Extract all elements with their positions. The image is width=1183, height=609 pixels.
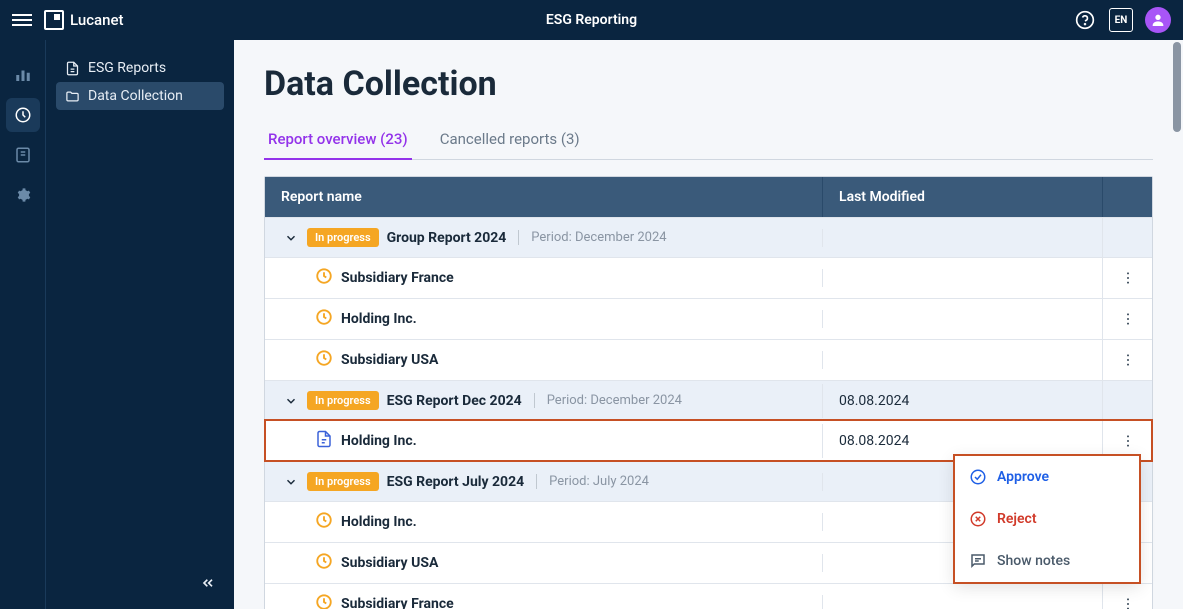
column-actions: [1102, 177, 1152, 217]
user-avatar[interactable]: [1145, 7, 1171, 33]
row-actions-button[interactable]: [1102, 381, 1152, 420]
sidebar-item-esg-reports[interactable]: ESG Reports: [56, 54, 224, 82]
clock-icon: [315, 267, 333, 289]
status-badge: In progress: [307, 391, 379, 410]
iconbar: [0, 40, 46, 609]
last-modified: 08.08.2024: [822, 424, 1102, 458]
menu-label: Reject: [997, 511, 1037, 527]
column-last-modified: Last Modified: [822, 177, 1102, 217]
nav-reports[interactable]: [6, 138, 40, 172]
folder-icon: [64, 88, 80, 104]
subsidiary-name: Subsidiary France: [341, 596, 454, 609]
clock-icon: [315, 552, 333, 574]
last-modified: [822, 269, 1102, 287]
subsidiary-name: Holding Inc.: [341, 514, 417, 530]
nav-settings[interactable]: [6, 178, 40, 212]
clock-icon: [315, 511, 333, 533]
expand-toggle[interactable]: [283, 393, 299, 409]
last-modified: [822, 351, 1102, 369]
page-title: Data Collection: [264, 64, 1153, 104]
table-row[interactable]: In progress Group Report 2024 Period: Dece…: [265, 217, 1152, 257]
last-modified: [822, 595, 1102, 609]
document-icon: [315, 430, 333, 452]
app-title: ESG Reporting: [546, 12, 637, 28]
report-name: ESG Report Dec 2024: [387, 393, 522, 409]
table-row[interactable]: Subsidiary France: [265, 257, 1152, 298]
report-period: Period: December 2024: [518, 230, 666, 245]
subsidiary-name: Subsidiary USA: [341, 352, 438, 368]
language-button[interactable]: EN: [1109, 8, 1133, 32]
status-badge: In progress: [307, 472, 379, 491]
table-row[interactable]: In progress ESG Report Dec 2024 Period: De…: [265, 380, 1152, 420]
menu-label: Show notes: [997, 553, 1070, 569]
sidebar-item-data-collection[interactable]: Data Collection: [56, 82, 224, 110]
expand-toggle[interactable]: [283, 474, 299, 490]
table-header: Report name Last Modified: [265, 177, 1152, 217]
report-period: Period: December 2024: [534, 393, 682, 408]
subsidiary-name: Holding Inc.: [341, 433, 417, 449]
subsidiary-name: Subsidiary USA: [341, 555, 438, 571]
status-badge: In progress: [307, 228, 379, 247]
brand-logo[interactable]: Lucanet: [44, 10, 124, 30]
logo-icon: [44, 10, 64, 30]
table-row[interactable]: Subsidiary USA: [265, 339, 1152, 380]
sidebar-item-label: Data Collection: [88, 88, 183, 104]
nav-data-collection[interactable]: [6, 98, 40, 132]
menu-label: Approve: [997, 469, 1049, 485]
row-actions-button[interactable]: [1102, 340, 1152, 380]
sidebar: ESG Reports Data Collection: [46, 40, 234, 609]
last-modified: [822, 310, 1102, 328]
tab-cancelled-reports[interactable]: Cancelled reports (3): [436, 122, 584, 160]
row-actions-button[interactable]: [1102, 584, 1152, 609]
row-actions-menu: Approve Reject Show notes: [954, 455, 1140, 583]
nav-analytics[interactable]: [6, 58, 40, 92]
subsidiary-name: Subsidiary France: [341, 270, 454, 286]
menu-show-notes[interactable]: Show notes: [955, 540, 1139, 582]
report-name: Group Report 2024: [387, 230, 507, 246]
last-modified: [822, 229, 1102, 247]
sidebar-item-label: ESG Reports: [88, 60, 166, 76]
menu-reject[interactable]: Reject: [955, 498, 1139, 540]
tab-report-overview[interactable]: Report overview (23): [264, 122, 412, 160]
document-icon: [64, 60, 80, 76]
topbar: Lucanet ESG Reporting EN: [0, 0, 1183, 40]
table-row[interactable]: Subsidiary France: [265, 583, 1152, 609]
report-period: Period: July 2024: [536, 474, 649, 489]
row-actions-button[interactable]: [1102, 299, 1152, 339]
tabs: Report overview (23) Cancelled reports (…: [264, 122, 1153, 160]
menu-toggle-button[interactable]: [12, 10, 32, 30]
sidebar-collapse-button[interactable]: [196, 571, 220, 595]
report-name: ESG Report July 2024: [387, 474, 525, 490]
clock-icon: [315, 349, 333, 371]
help-button[interactable]: [1073, 8, 1097, 32]
column-report-name: Report name: [265, 177, 822, 217]
brand-name: Lucanet: [70, 11, 124, 29]
expand-toggle[interactable]: [283, 230, 299, 246]
menu-approve[interactable]: Approve: [955, 456, 1139, 498]
clock-icon: [315, 593, 333, 609]
table-row[interactable]: Holding Inc.: [265, 298, 1152, 339]
clock-icon: [315, 308, 333, 330]
subsidiary-name: Holding Inc.: [341, 311, 417, 327]
row-actions-button[interactable]: [1102, 218, 1152, 257]
scrollbar[interactable]: [1173, 42, 1181, 132]
row-actions-button[interactable]: [1102, 258, 1152, 298]
last-modified: 08.08.2024: [822, 384, 1102, 418]
